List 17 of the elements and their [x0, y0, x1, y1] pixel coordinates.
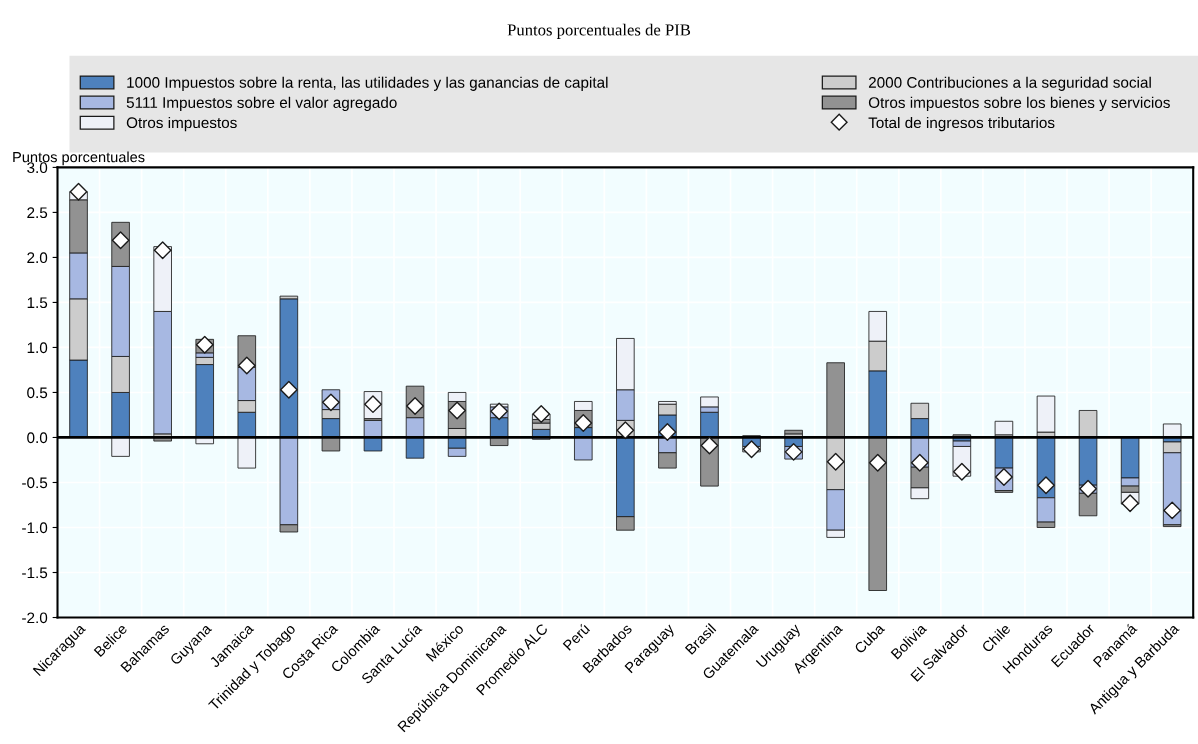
legend-label: Otros impuestos sobre los bienes y servicios: [868, 96, 1170, 112]
y-tick-label: 2.5: [27, 207, 48, 219]
legend-label: 5111 Impuestos sobre el valor agregado: [126, 96, 397, 112]
y-tick-label: -1.0: [22, 522, 48, 534]
legend-label: 1000 Impuestos sobre la renta, las utilidades y las ganancias de capital: [127, 76, 608, 91]
y-tick-label: 1.0: [27, 342, 48, 354]
y-tick-label: -1.5: [22, 567, 48, 579]
y-tick-label: -0.5: [22, 477, 48, 489]
y-tick-label: -2.0: [22, 612, 48, 624]
y-tick-label: 0.5: [27, 387, 48, 399]
legend-label: Total de ingresos tributarios: [868, 116, 1055, 132]
y-tick-label: 2.0: [27, 252, 48, 264]
y-tick-label: 1.5: [27, 297, 48, 309]
y-tick-label: 0.0: [27, 432, 48, 444]
legend-label: 2000 Contribuciones a la seguridad social: [868, 76, 1151, 91]
chart-subtitle: Puntos porcentuales de PIB: [507, 23, 691, 39]
legend-label: Otros impuestos: [126, 116, 237, 132]
